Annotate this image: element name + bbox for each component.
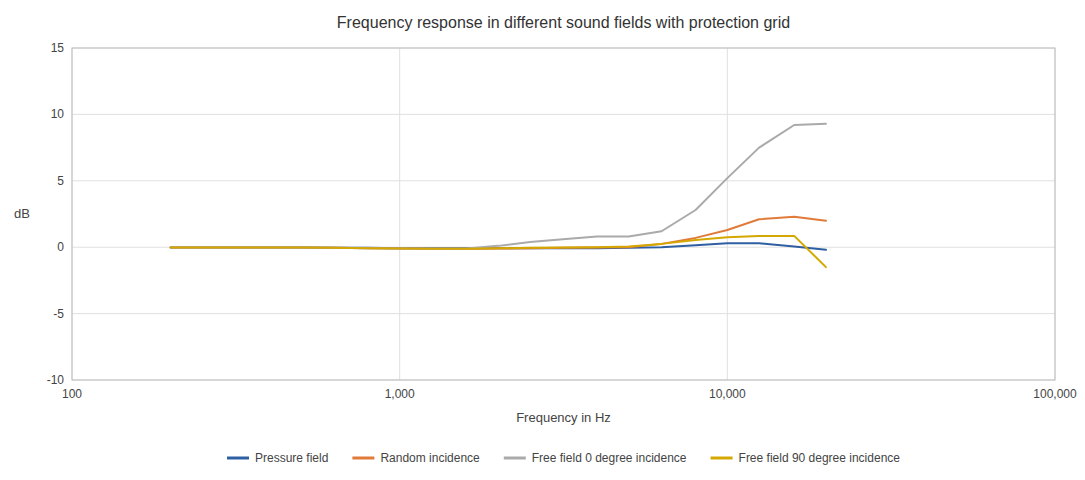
y-tick-label: 10 <box>51 107 65 121</box>
x-axis-label: Frequency in Hz <box>516 410 611 425</box>
x-grid-line <box>399 48 400 380</box>
y-grid-line <box>72 114 1055 115</box>
legend-label: Random incidence <box>380 451 480 465</box>
grid <box>72 48 1055 380</box>
legend-item: Free field 0 degree incidence <box>504 451 687 465</box>
legend-swatch <box>504 457 526 460</box>
y-tick-label: -10 <box>47 373 65 387</box>
title: Frequency response in different sound fi… <box>337 14 790 31</box>
y-tick-label: 0 <box>57 240 64 254</box>
x-tick-label: 10,000 <box>709 387 746 401</box>
series-line <box>171 236 826 267</box>
y-grid-line <box>72 313 1055 314</box>
legend-label: Free field 90 degree incidence <box>739 451 901 465</box>
x-tick-label: 100,000 <box>1033 387 1077 401</box>
plot-frame <box>72 48 1055 380</box>
legend-label: Pressure field <box>255 451 328 465</box>
y-grid-line <box>72 180 1055 181</box>
y-axis-label: dB <box>14 206 30 221</box>
series-lines <box>171 124 826 267</box>
legend-swatch <box>352 457 374 460</box>
legend-item: Free field 90 degree incidence <box>711 451 901 465</box>
axes: 100 1,000 10,000 100,000 -10 -5 0 5 10 15 Frequenc… <box>14 41 1077 425</box>
legend: Pressure field Random incidence Free field… <box>227 451 900 465</box>
y-tick-label: 15 <box>51 41 65 55</box>
series-line <box>171 124 826 249</box>
x-tick-label: 100 <box>62 387 82 401</box>
x-grid-line <box>727 48 728 380</box>
legend-swatch <box>711 457 733 460</box>
chart: Frequency response in different sound fi… <box>0 0 1085 480</box>
legend-item: Random incidence <box>352 451 480 465</box>
legend-item: Pressure field <box>227 451 328 465</box>
y-tick-label: 5 <box>57 174 64 188</box>
legend-swatch <box>227 457 249 460</box>
x-tick-label: 1,000 <box>385 387 415 401</box>
series-line <box>171 217 826 249</box>
y-tick-label: -5 <box>53 307 64 321</box>
legend-label: Free field 0 degree incidence <box>532 451 687 465</box>
